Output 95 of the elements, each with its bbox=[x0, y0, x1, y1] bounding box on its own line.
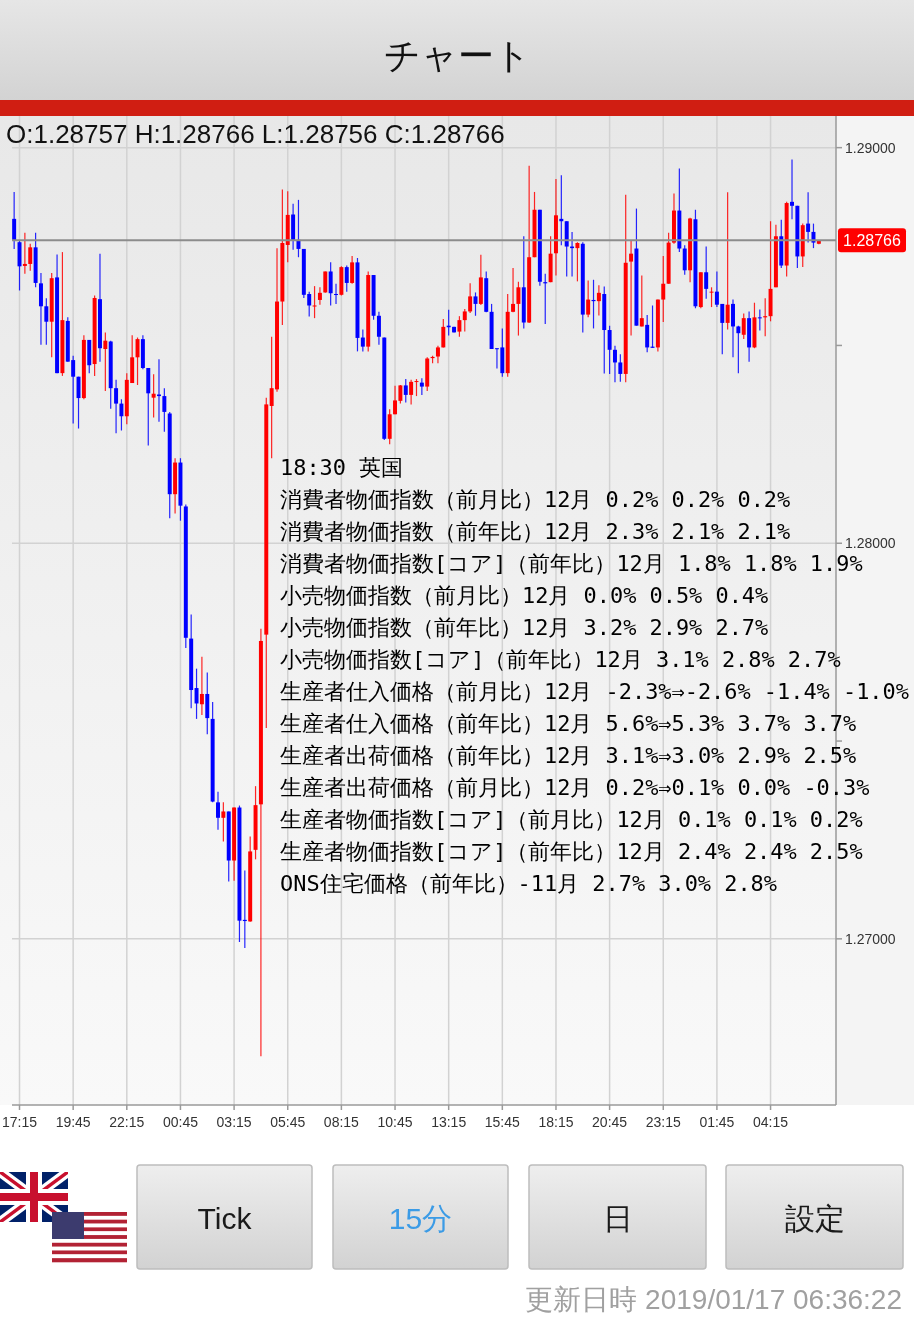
candlestick bbox=[790, 158, 794, 220]
candlestick bbox=[409, 379, 414, 405]
candlestick bbox=[629, 239, 634, 337]
candlestick bbox=[328, 261, 333, 307]
x-tick-label: 23:15 bbox=[645, 1114, 681, 1130]
candlestick bbox=[135, 336, 140, 386]
annotation: 生産者仕入価格（前年比）12月 5.6%⇒5.3% 3.7% 3.7% bbox=[280, 711, 857, 736]
text: 更新日時 2019/01/17 06:36:22 bbox=[525, 1284, 902, 1315]
candlestick bbox=[334, 283, 339, 305]
candlestick bbox=[76, 376, 81, 430]
candlestick bbox=[731, 298, 735, 358]
candlestick bbox=[419, 377, 424, 396]
candlestick bbox=[393, 385, 398, 415]
annotation: 18:30 英国 bbox=[280, 455, 404, 480]
y-tick-label: 1.27000 bbox=[845, 930, 896, 947]
text: 日 bbox=[602, 1202, 633, 1235]
annotation: 小売物価指数（前年比）12月 3.2% 2.9% 2.7% bbox=[280, 615, 769, 640]
chart-subtitle: O:1.28757 H:1.28766 L:1.28756 C:1.28766 bbox=[6, 119, 505, 149]
candlestick bbox=[38, 272, 43, 346]
candlestick bbox=[596, 284, 601, 316]
candlestick bbox=[607, 325, 612, 375]
candlestick bbox=[22, 232, 27, 275]
candlestick bbox=[221, 801, 226, 843]
candlestick bbox=[661, 255, 666, 323]
candlestick bbox=[360, 329, 365, 352]
candlestick bbox=[462, 308, 467, 333]
candlestick bbox=[639, 274, 644, 328]
annotation: 消費者物価指数[コア]（前年比）12月 1.8% 1.8% 1.9% bbox=[280, 551, 863, 576]
x-tick-label: 01:45 bbox=[699, 1114, 735, 1130]
x-tick-label: 15:45 bbox=[484, 1114, 521, 1130]
candlestick bbox=[612, 345, 617, 383]
annotation: 生産者物価指数[コア]（前年比）12月 2.4% 2.4% 2.5% bbox=[280, 839, 863, 864]
x-tick-label: 20:45 bbox=[592, 1114, 628, 1130]
x-tick-label: 03:15 bbox=[216, 1114, 252, 1130]
candlestick bbox=[119, 398, 124, 432]
candlestick bbox=[736, 325, 741, 374]
text: 設定 bbox=[784, 1202, 845, 1235]
candlestick bbox=[216, 791, 220, 831]
candlestick bbox=[441, 318, 446, 349]
annotation: 生産者出荷価格（前年比）12月 3.1%⇒3.0% 2.9% 2.5% bbox=[280, 743, 857, 768]
x-tick-label: 22:15 bbox=[109, 1114, 145, 1130]
candlestick bbox=[468, 282, 473, 314]
candlestick bbox=[317, 286, 322, 306]
candlestick bbox=[44, 297, 49, 346]
candlestick bbox=[725, 191, 730, 331]
annotation: 消費者物価指数（前月比）12月 0.2% 0.2% 0.2% bbox=[280, 487, 791, 512]
candlestick bbox=[162, 387, 167, 433]
candlestick bbox=[757, 308, 762, 332]
annotation: 生産者出荷価格（前月比）12月 0.2%⇒0.1% 0.0% -0.3% bbox=[280, 775, 870, 800]
candlestick bbox=[575, 241, 580, 282]
candlestick bbox=[403, 378, 408, 404]
candlestick bbox=[806, 191, 811, 244]
candlestick bbox=[586, 279, 591, 318]
x-tick-label: 17:15 bbox=[1, 1114, 38, 1130]
candlestick bbox=[12, 191, 17, 250]
candlestick bbox=[682, 244, 687, 276]
annotation: 小売物価指数（前月比）12月 0.0% 0.5% 0.4% bbox=[280, 583, 769, 608]
candlestick bbox=[457, 315, 462, 338]
candlestick bbox=[709, 286, 714, 308]
x-tick-label: 13:15 bbox=[431, 1114, 467, 1130]
ref-line-label: 1.28766 bbox=[843, 232, 902, 250]
candlestick bbox=[103, 331, 108, 392]
annotation: 小売物価指数[コア]（前年比）12月 3.1% 2.8% 2.7% bbox=[280, 647, 841, 672]
text: Tick bbox=[197, 1202, 253, 1235]
annotation: ONS住宅価格（前年比）-11月 2.7% 3.0% 2.8% bbox=[280, 871, 777, 896]
x-tick-label: 19:45 bbox=[55, 1114, 91, 1130]
annotation: 消費者物価指数（前年比）12月 2.3% 2.1% 2.1% bbox=[280, 519, 791, 544]
candlestick bbox=[323, 270, 328, 294]
x-tick-label: 05:45 bbox=[270, 1114, 306, 1130]
annotation: 生産者仕入価格（前月比）12月 -2.3%⇒-2.6% -1.4% -1.0% bbox=[280, 679, 909, 704]
candlestick bbox=[350, 255, 355, 285]
candlestick bbox=[312, 285, 317, 319]
x-tick-label: 04:15 bbox=[753, 1114, 789, 1130]
candlestick bbox=[28, 243, 33, 272]
candlestick bbox=[704, 245, 709, 300]
y-tick-label: 1.28000 bbox=[845, 535, 896, 552]
x-tick-label: 10:45 bbox=[377, 1114, 413, 1130]
candlestick bbox=[344, 264, 349, 293]
candlestick bbox=[376, 311, 381, 346]
x-tick-label: 08:15 bbox=[323, 1114, 360, 1130]
candlestick bbox=[511, 267, 516, 313]
text: 15分 bbox=[388, 1202, 453, 1235]
candlestick bbox=[151, 373, 156, 419]
chart-title: チャート bbox=[383, 35, 531, 76]
candlestick bbox=[741, 312, 746, 340]
x-tick-label: 00:45 bbox=[162, 1114, 199, 1130]
candlestick bbox=[645, 314, 650, 353]
candlestick bbox=[516, 281, 521, 337]
candlestick bbox=[618, 353, 623, 383]
annotation: 生産者物価指数[コア]（前月比）12月 0.1% 0.1% 0.2% bbox=[280, 807, 863, 832]
x-tick-label: 18:15 bbox=[538, 1114, 574, 1130]
candlestick bbox=[114, 379, 119, 434]
y-tick-label: 1.29000 bbox=[845, 139, 896, 156]
candlestick bbox=[194, 668, 199, 720]
candlestick bbox=[199, 656, 204, 716]
